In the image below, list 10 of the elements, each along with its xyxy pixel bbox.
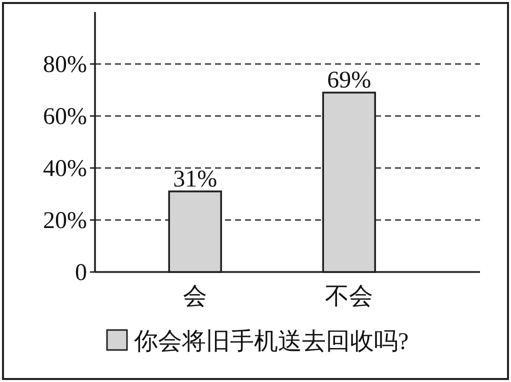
y-tick-label: 0	[75, 260, 87, 286]
legend-label: 你会将旧手机送去回收吗?	[133, 328, 409, 355]
x-tick-label: 会	[183, 284, 208, 310]
y-tick-label: 40%	[43, 156, 87, 182]
y-tick-label: 20%	[43, 208, 87, 234]
y-tick-label: 80%	[43, 52, 87, 78]
y-tick-label: 60%	[43, 104, 87, 130]
x-tick-label: 不会	[325, 284, 374, 310]
data-label: 69%	[327, 68, 372, 94]
data-label: 31%	[173, 166, 218, 192]
